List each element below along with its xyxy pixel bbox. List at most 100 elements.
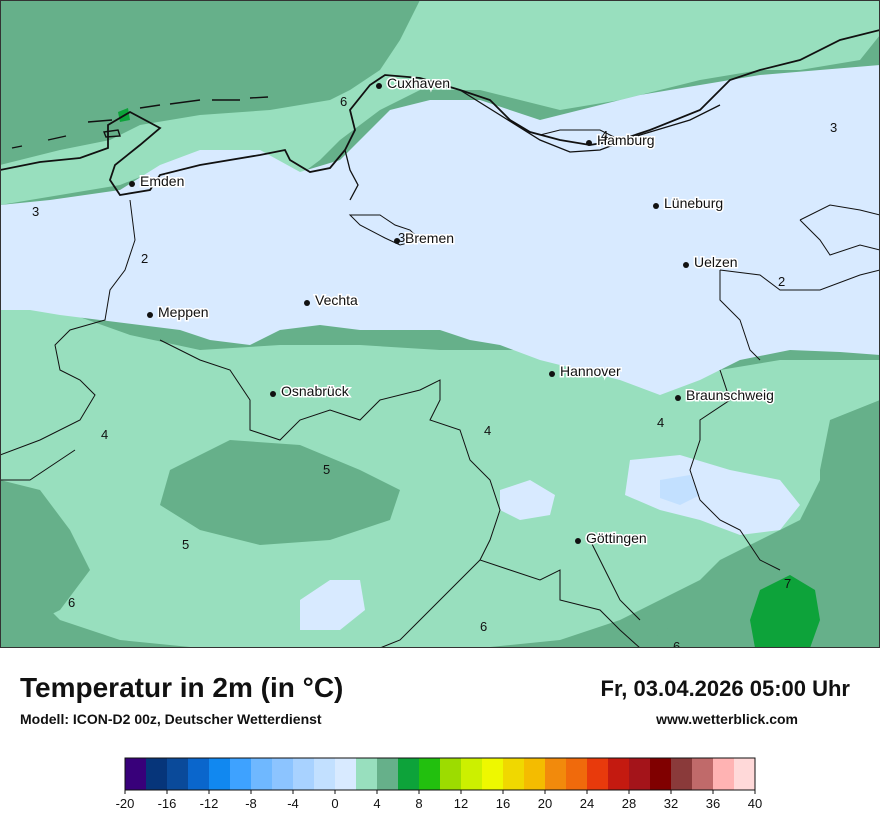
legend-swatches	[124, 757, 756, 791]
city-marker	[675, 395, 681, 401]
legend-tick-label: -12	[200, 796, 219, 811]
legend-swatch	[272, 758, 294, 790]
legend-tick-label: 32	[664, 796, 678, 811]
legend-swatch	[398, 758, 420, 790]
city-marker	[575, 538, 581, 544]
elbe-river	[459, 89, 721, 153]
city-label: Emden	[140, 173, 184, 189]
legend-swatch	[503, 758, 525, 790]
legend-swatch	[545, 758, 567, 790]
city-meppen[interactable]: Meppen	[147, 303, 210, 322]
city-marker	[304, 300, 310, 306]
city-marker	[376, 83, 382, 89]
city-label: Braunschweig	[686, 387, 774, 403]
legend-tick-label: 36	[706, 796, 720, 811]
isoline-label: 3	[830, 120, 837, 135]
temperature-map: Cuxhaven Hamburg Emden Lüneburg Bremen U…	[0, 0, 880, 648]
city-marker	[129, 181, 135, 187]
legend-tick-label: 8	[415, 796, 422, 811]
legend-swatch	[734, 758, 756, 790]
legend-swatch	[146, 758, 168, 790]
legend-swatch	[587, 758, 609, 790]
city-label: Cuxhaven	[387, 75, 450, 91]
isoline-label: 4	[657, 415, 664, 430]
city-osnabrueck[interactable]: Osnabrück	[270, 382, 351, 401]
legend-tick-label: 12	[454, 796, 468, 811]
legend-tick-label: -4	[287, 796, 299, 811]
frisian-islands	[11, 96, 269, 149]
legend-swatch	[419, 758, 441, 790]
legend-tick-label: 16	[496, 796, 510, 811]
city-bremen[interactable]: Bremen	[394, 229, 456, 248]
city-marker	[683, 262, 689, 268]
legend-swatch	[629, 758, 651, 790]
legend-tick-label: 24	[580, 796, 594, 811]
legend-swatch	[524, 758, 546, 790]
city-emden[interactable]: Emden	[129, 172, 186, 191]
legend-swatch	[482, 758, 504, 790]
city-vechta[interactable]: Vechta	[304, 291, 360, 310]
state-borders	[0, 129, 880, 648]
city-hannover[interactable]: Hannover	[549, 362, 623, 381]
map-title: Temperatur in 2m (in °C)	[20, 672, 344, 703]
legend-tick-label: 0	[331, 796, 338, 811]
city-goettingen[interactable]: Göttingen	[575, 529, 648, 548]
legend-swatch	[356, 758, 378, 790]
forecast-datetime: Fr, 03.04.2026 05:00 Uhr	[600, 676, 851, 701]
legend-swatch	[125, 758, 147, 790]
zone-5-6-south	[160, 440, 400, 545]
zone-7	[750, 575, 820, 648]
isoline-label: 2	[778, 274, 785, 289]
city-label: Hamburg	[597, 132, 655, 148]
isoline-label: 5	[323, 462, 330, 477]
city-hamburg[interactable]: Hamburg	[586, 131, 656, 150]
city-label: Vechta	[315, 292, 358, 308]
legend-swatch	[293, 758, 315, 790]
legend-swatch	[335, 758, 357, 790]
legend-swatch	[209, 758, 231, 790]
city-marker	[549, 371, 555, 377]
zone-cold-patch-3	[300, 580, 365, 630]
isoline-label: 7	[784, 576, 791, 591]
city-label: Göttingen	[586, 530, 647, 546]
legend-swatch	[713, 758, 735, 790]
legend-swatch	[167, 758, 189, 790]
legend-swatch	[314, 758, 336, 790]
color-scale-legend: -20 -16 -12 -8 -4 0 4 8 12 16 20 24 28 32 36 40	[116, 757, 762, 811]
legend-swatch	[461, 758, 483, 790]
city-cuxhaven[interactable]: Cuxhaven	[376, 74, 452, 93]
legend-swatch	[608, 758, 630, 790]
website-link[interactable]: www.wetterblick.com	[656, 711, 798, 727]
city-label: Bremen	[405, 230, 454, 246]
city-uelzen[interactable]: Uelzen	[683, 253, 739, 272]
legend-swatch	[650, 758, 672, 790]
city-marker	[147, 312, 153, 318]
city-braunschweig[interactable]: Braunschweig	[675, 386, 775, 405]
isoline-label: 6	[673, 639, 680, 648]
zone-5-6-southwest	[0, 480, 90, 640]
zone-5-6-southeast	[640, 400, 880, 648]
isoline-label: 5	[182, 537, 189, 552]
isoline-label: 3	[398, 230, 405, 245]
city-label: Hannover	[560, 363, 621, 379]
city-marker	[586, 140, 592, 146]
zone-colder-patch	[660, 475, 700, 505]
legend-swatch	[692, 758, 714, 790]
legend-tick-label: 28	[622, 796, 636, 811]
legend-swatch	[671, 758, 693, 790]
weser-estuary	[344, 149, 359, 201]
legend-tick-label: 40	[748, 796, 762, 811]
city-label: Osnabrück	[281, 383, 350, 399]
isoline-labels: 6 4 3 3 2 2 3 4 4 4 5 5 6 6 6 7	[32, 94, 837, 648]
isoline-label: 4	[601, 128, 608, 143]
isoline-label: 2	[141, 251, 148, 266]
legend-swatch	[566, 758, 588, 790]
isoline-label: 6	[480, 619, 487, 634]
isoline-label: 4	[101, 427, 108, 442]
city-label: Meppen	[158, 304, 209, 320]
legend-swatch	[440, 758, 462, 790]
legend-tick-label: -8	[245, 796, 257, 811]
isoline-label: 6	[68, 595, 75, 610]
legend-frame	[124, 757, 756, 791]
city-lueneburg[interactable]: Lüneburg	[653, 194, 725, 213]
